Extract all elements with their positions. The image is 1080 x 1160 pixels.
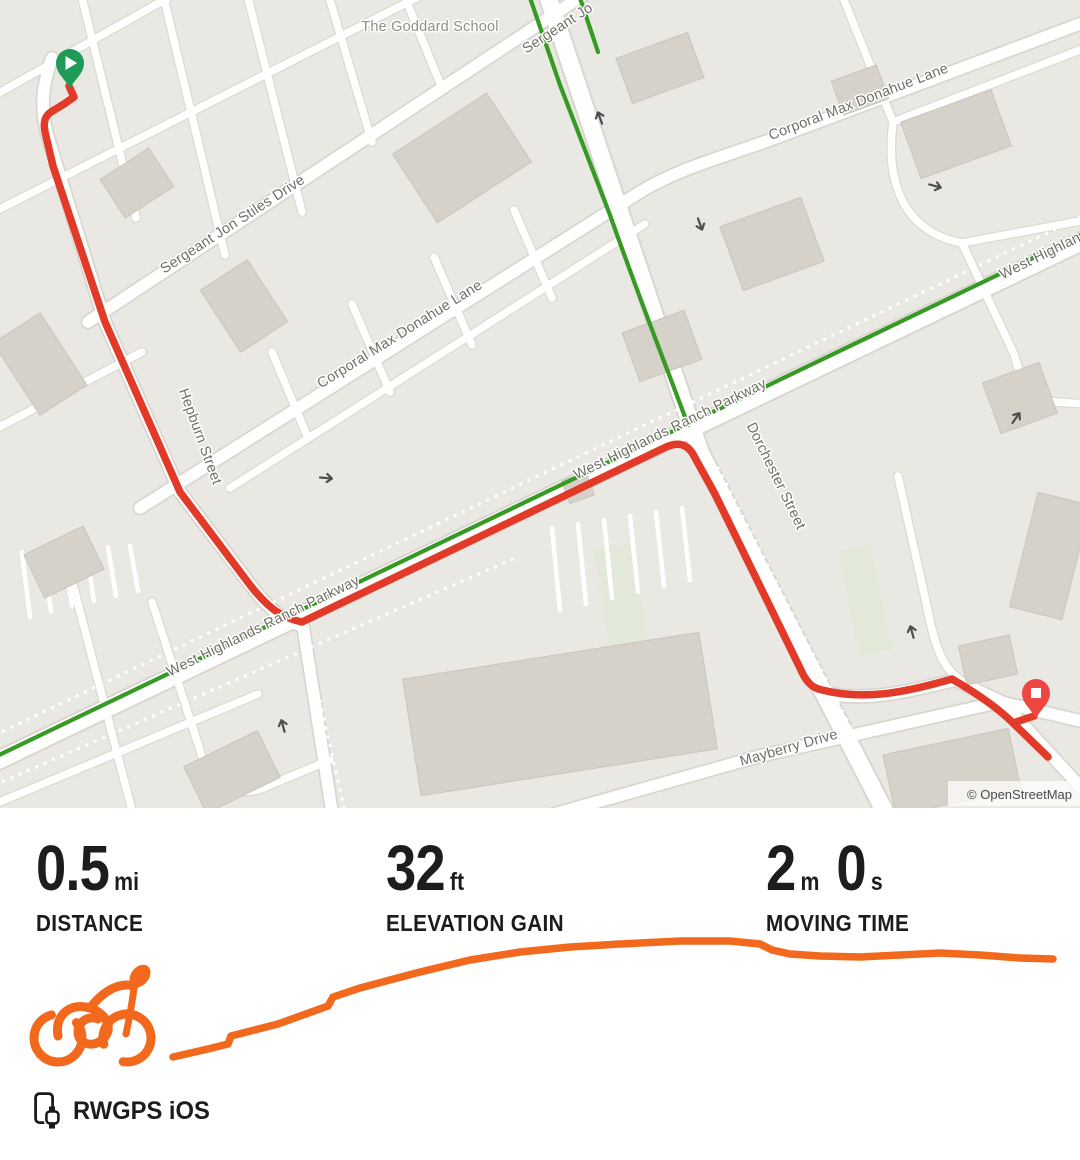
elevation-label: ELEVATION GAIN [386, 910, 564, 936]
elevation-unit: ft [449, 868, 465, 896]
buildings-layer [0, 31, 1080, 808]
moving-time-label: MOVING TIME [766, 910, 910, 936]
moving-time-minutes-unit: m [800, 868, 820, 896]
map-container: The Goddard School Sergeant Jo Sergeant … [0, 0, 1080, 808]
elevation-sparkline [169, 937, 1057, 1061]
elevation-value: 32 [386, 832, 446, 904]
parking-aisles [19, 505, 693, 620]
elevation-line [169, 937, 1057, 1061]
route-layer [40, 82, 1052, 761]
source-row: RWGPS iOS [34, 1092, 217, 1130]
moving-time-seconds-unit: s [870, 868, 883, 896]
bike-paths-layer [0, 0, 1080, 757]
moving-time-minutes: 2 [766, 832, 796, 904]
map-canvas: The Goddard School Sergeant Jo Sergeant … [0, 0, 1080, 808]
stop-icon [1031, 688, 1041, 698]
map-attribution[interactable]: © OpenStreetMap [948, 781, 1080, 806]
play-icon [65, 56, 77, 70]
cyclist-logo-icon [29, 964, 156, 1067]
osm-attribution-link[interactable]: © OpenStreetMap [967, 787, 1072, 802]
distance-value: 0.5 [36, 832, 110, 904]
moving-time-seconds: 0 [836, 832, 866, 904]
route-tail [1009, 719, 1052, 761]
poi-label-goddard-school: The Goddard School [361, 19, 498, 35]
end-marker [1022, 679, 1050, 718]
stat-distance: 0.5 mi DISTANCE [36, 836, 386, 937]
distance-unit: mi [114, 868, 139, 896]
distance-label: DISTANCE [36, 910, 144, 936]
start-marker [56, 49, 84, 88]
route-path [40, 82, 1038, 727]
stat-elevation-gain: 32 ft ELEVATION GAIN [386, 836, 766, 937]
phone-watch-icon [34, 1092, 61, 1129]
source-label: RWGPS iOS [73, 1096, 210, 1125]
